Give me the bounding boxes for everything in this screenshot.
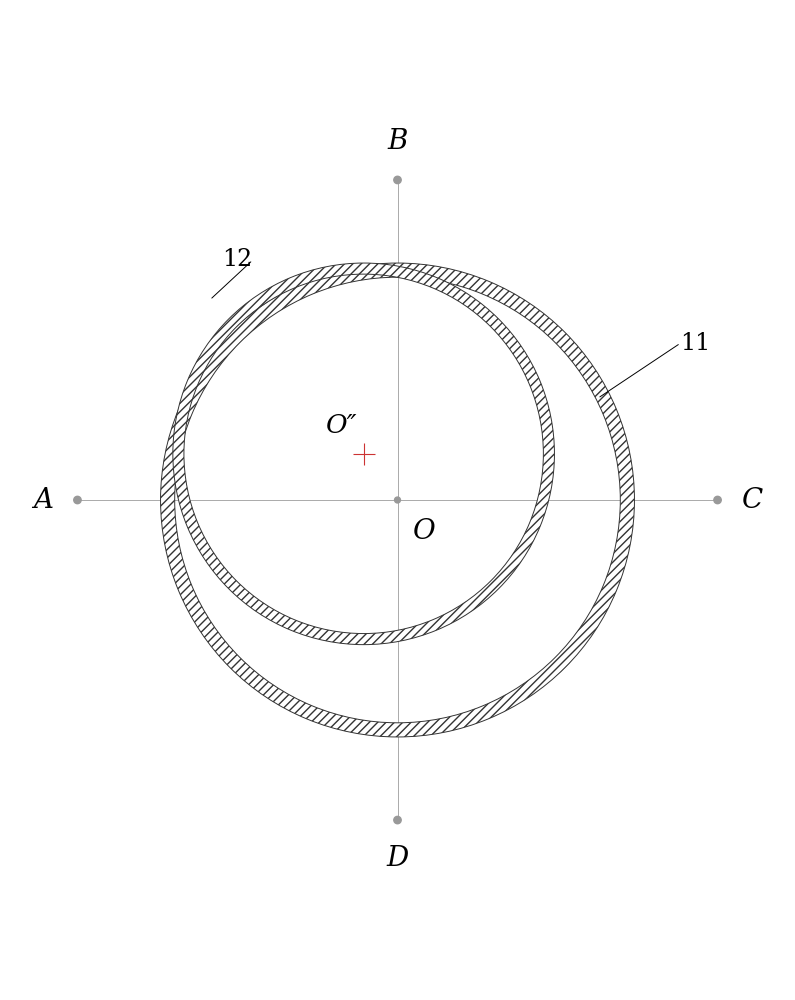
Circle shape xyxy=(394,816,401,824)
Text: 12: 12 xyxy=(223,248,253,271)
Text: 11: 11 xyxy=(681,332,711,355)
Text: C: C xyxy=(743,487,763,514)
Text: D: D xyxy=(386,845,409,872)
Circle shape xyxy=(74,496,81,504)
Text: O″: O″ xyxy=(326,413,358,438)
Text: O: O xyxy=(413,518,436,545)
Text: A: A xyxy=(33,487,52,514)
Circle shape xyxy=(394,497,401,503)
Circle shape xyxy=(714,496,721,504)
Circle shape xyxy=(394,176,401,184)
Text: B: B xyxy=(387,128,408,155)
